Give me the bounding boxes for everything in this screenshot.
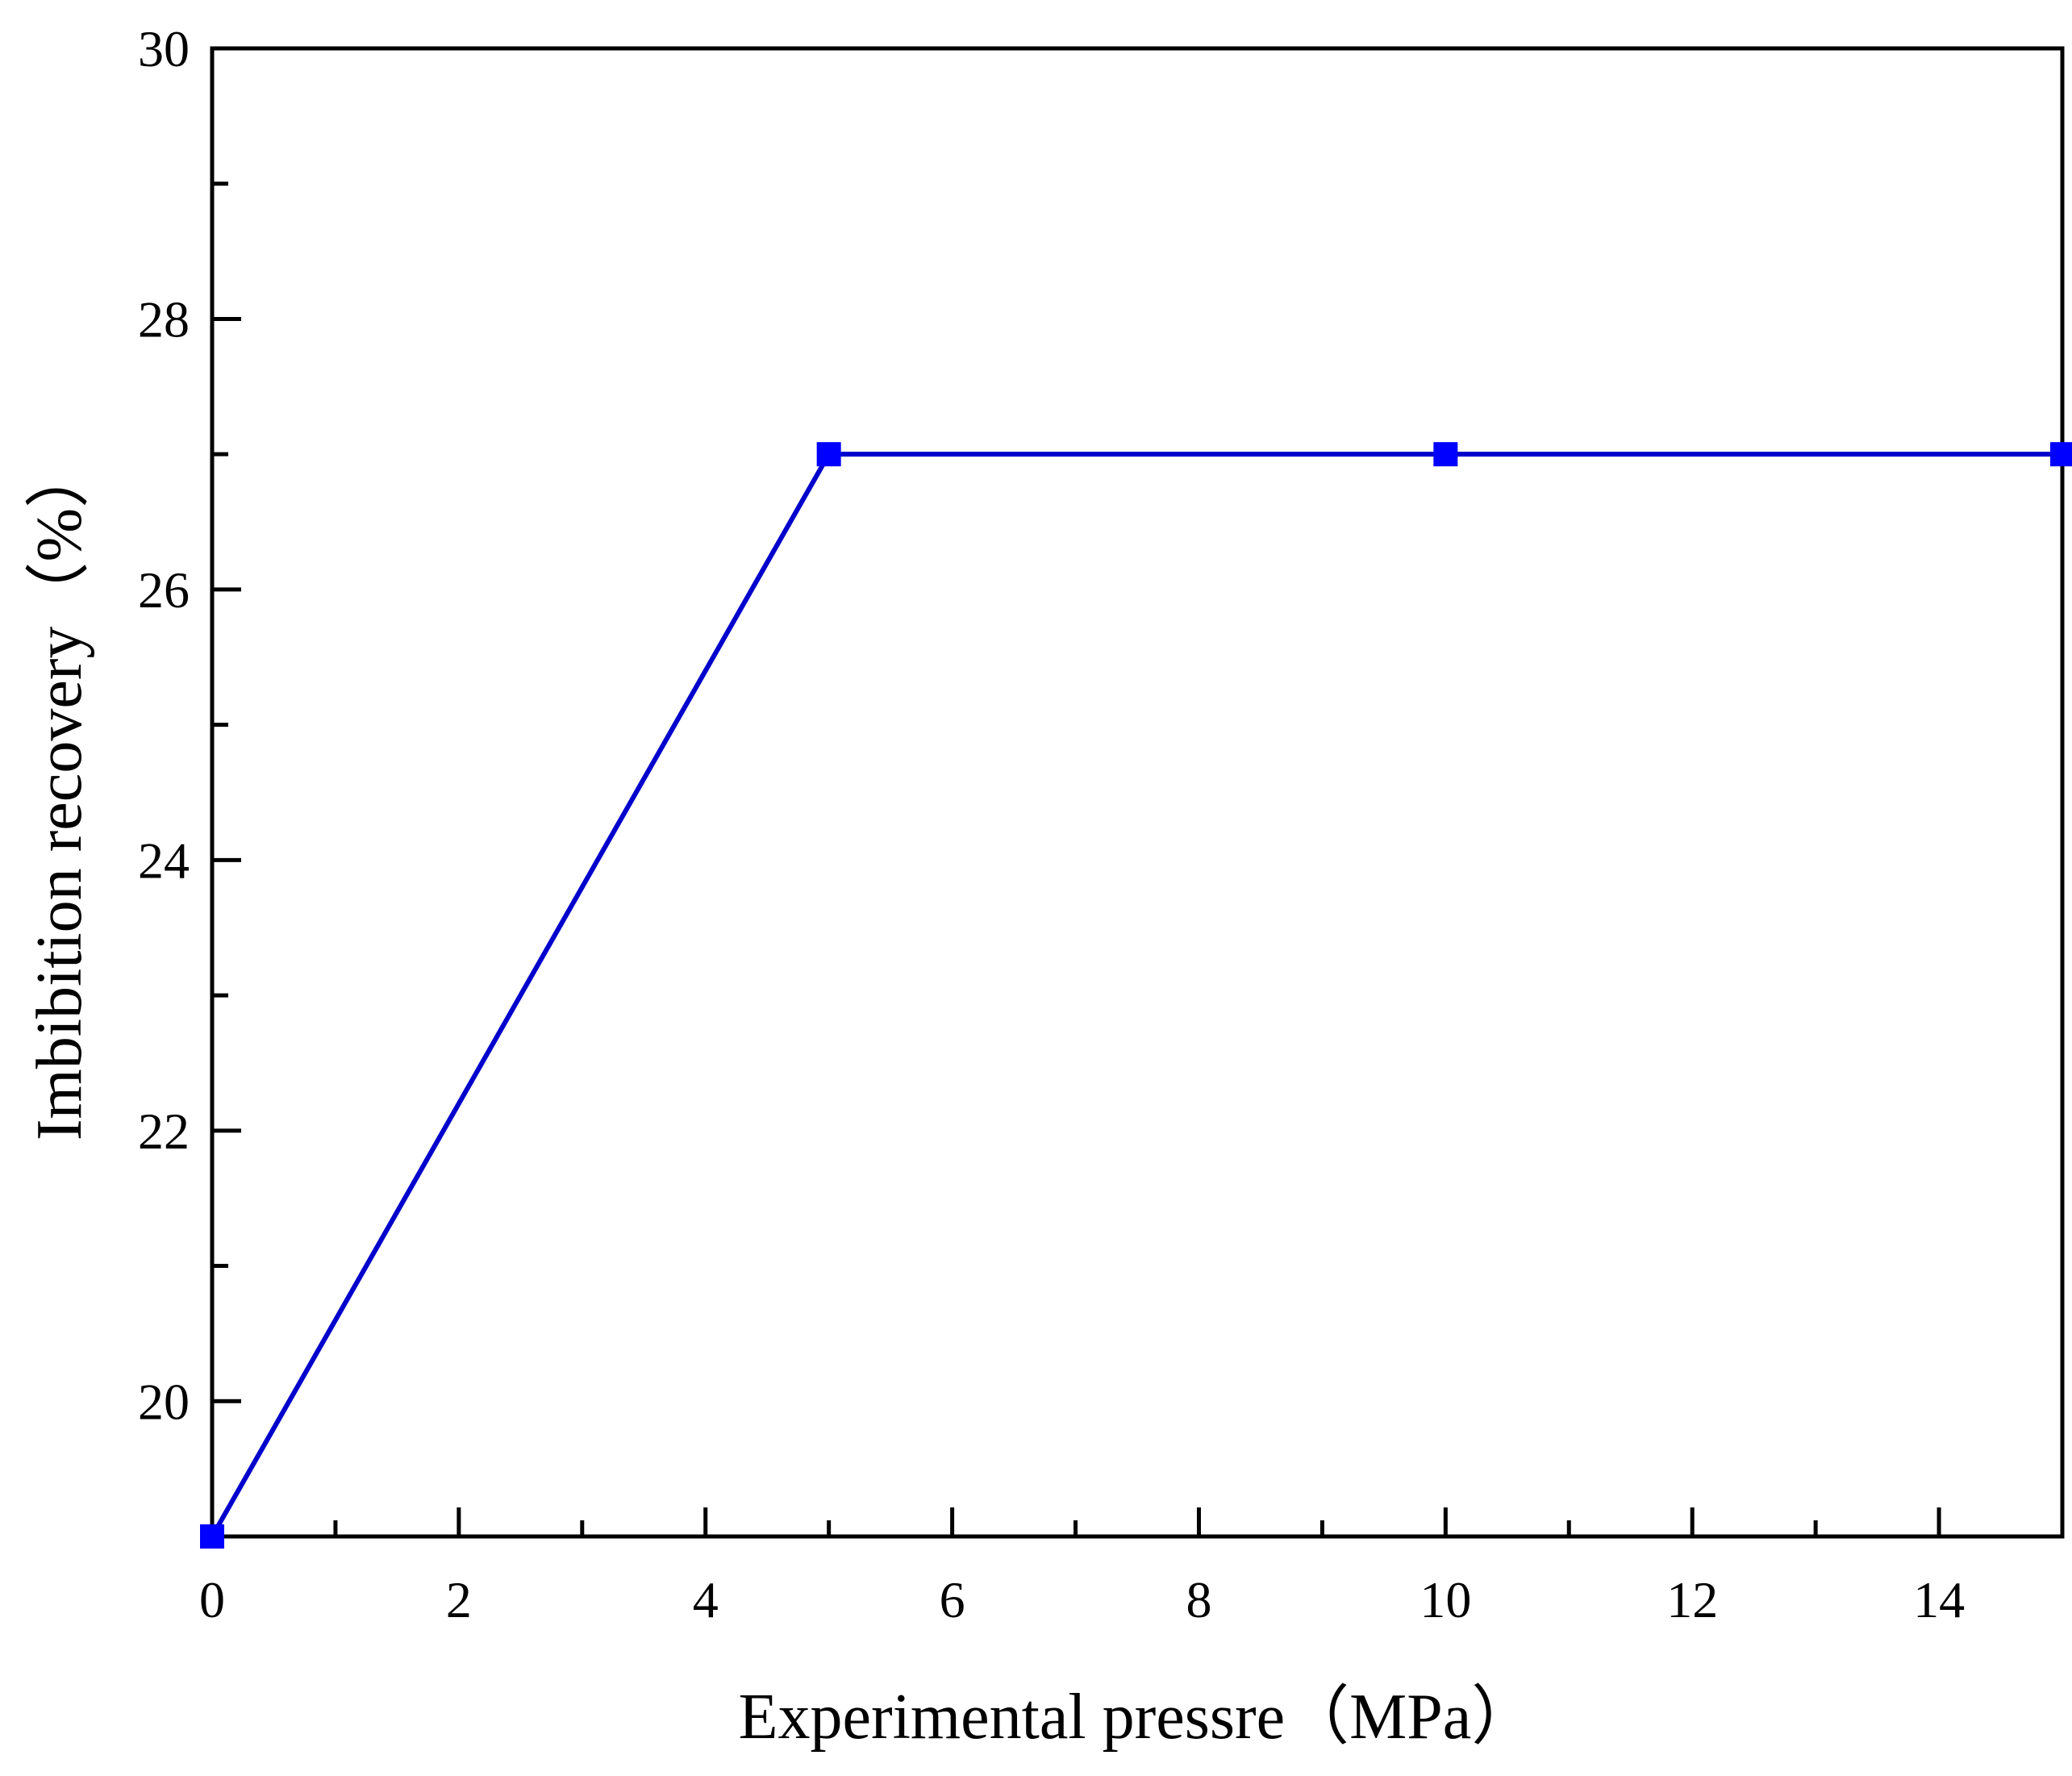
x-axis-ticks (210, 1507, 1941, 1536)
x-tick-label: 2 (446, 1571, 472, 1628)
x-tick-label: 8 (1186, 1571, 1211, 1628)
y-tick-label: 30 (138, 20, 190, 77)
y-tick-label: 20 (138, 1373, 190, 1430)
y-axis-tick-labels: 20 22 24 26 28 30 (138, 20, 190, 1430)
x-axis-tick-labels: 0 2 4 6 8 10 12 14 (199, 1571, 1965, 1628)
y-tick-label: 26 (138, 561, 190, 619)
y-tick-label: 22 (138, 1103, 190, 1160)
y-axis-title: Imbibition recovery（%） (24, 444, 95, 1140)
x-tick-label: 4 (693, 1571, 719, 1628)
data-point-marker (816, 442, 841, 467)
data-point-marker (1433, 442, 1458, 467)
series-layer (200, 442, 2072, 1549)
x-tick-label: 0 (199, 1571, 225, 1628)
y-tick-label: 24 (138, 832, 190, 889)
x-tick-label: 10 (1420, 1571, 1471, 1628)
series-line (210, 452, 2062, 1538)
x-tick-label: 14 (1913, 1571, 1965, 1628)
data-point-marker (2050, 442, 2072, 467)
plot-frame (210, 46, 2065, 1539)
x-tick-label: 12 (1666, 1571, 1718, 1628)
y-tick-label: 28 (138, 290, 190, 348)
x-axis-title: Experimental pressre（MPa） (739, 1682, 1536, 1753)
data-point-marker (200, 1524, 224, 1549)
y-axis-ticks (212, 46, 241, 1403)
x-tick-label: 6 (940, 1571, 965, 1628)
